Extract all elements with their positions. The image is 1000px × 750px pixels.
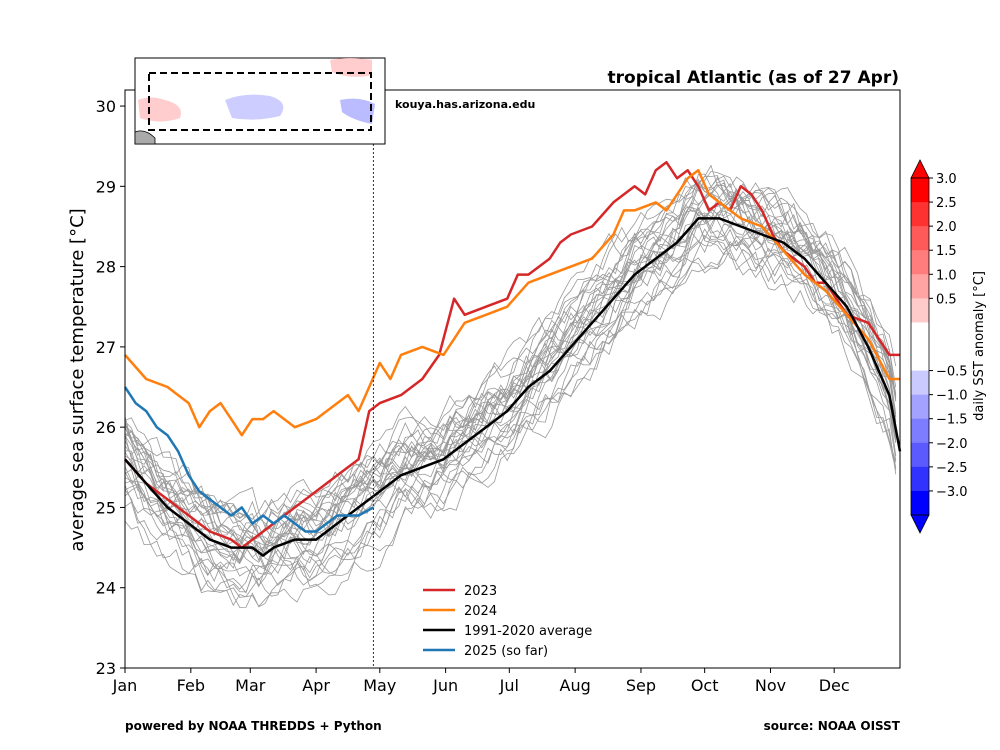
colorbar-segment xyxy=(911,250,929,275)
y-tick-label: 24 xyxy=(96,579,116,598)
y-axis-label: average sea surface temperature [°C] xyxy=(67,208,88,551)
colorbar-tick-label: −2.5 xyxy=(936,461,968,476)
footer-credit: powered by NOAA THREDDS + Python xyxy=(125,719,382,733)
x-tick-label: Feb xyxy=(177,676,205,695)
x-tick-label: Aug xyxy=(560,676,591,695)
colorbar-segment xyxy=(911,346,929,372)
colorbar-tick-label: 1.0 xyxy=(936,268,957,283)
colorbar-segment xyxy=(911,298,929,323)
x-tick-label: Oct xyxy=(691,676,719,695)
colorbar-tick-label: −0.5 xyxy=(936,365,968,380)
historical-year-line xyxy=(124,251,897,608)
series-line-2025-so-far- xyxy=(123,386,375,533)
series-line-2024 xyxy=(124,169,900,437)
y-tick-label: 29 xyxy=(96,177,116,196)
colorbar-extend-bottom xyxy=(910,514,930,534)
cool-anomaly-patch xyxy=(225,94,284,120)
historical-years-lines xyxy=(124,164,897,608)
historical-year-line xyxy=(124,176,897,523)
x-tick-label: Jan xyxy=(112,676,138,695)
watermark: kouya.has.arizona.edu xyxy=(395,98,535,111)
colorbar-label: daily SST anomaly [°C] xyxy=(972,271,987,421)
historical-year-line xyxy=(124,175,897,535)
colorbar-segment xyxy=(911,442,929,468)
cool-anomaly-patch xyxy=(340,98,375,124)
chart-title: tropical Atlantic (as of 27 Apr) xyxy=(608,68,899,88)
colorbar-segment xyxy=(911,370,929,396)
colorbar-tick-label: −3.0 xyxy=(936,485,968,500)
x-axis: Jan Feb Mar Apr May Jun Jul Aug Sep Oct Nov Dec xyxy=(112,668,850,695)
region-box xyxy=(148,72,372,131)
colorbar-tick-label: −2.0 xyxy=(936,437,968,452)
colorbar-frame xyxy=(910,177,930,516)
colorbar-tick-label: 2.0 xyxy=(936,220,957,235)
y-tick-label: 30 xyxy=(96,97,116,116)
legend-label: 1991-2020 average xyxy=(464,624,592,639)
historical-year-line xyxy=(124,239,897,608)
legend-label: 2025 (so far) xyxy=(464,644,548,659)
x-tick-label: Apr xyxy=(302,676,330,695)
legend-label: 2024 xyxy=(464,604,497,619)
historical-year-line xyxy=(124,211,897,563)
colorbar-tick-label: 1.5 xyxy=(936,244,957,259)
colorbar-segment xyxy=(911,466,929,492)
colorbar-segment xyxy=(911,418,929,444)
colorbar-tick-label: 0.5 xyxy=(936,292,957,307)
historical-year-line xyxy=(124,171,897,536)
x-tick-label: Mar xyxy=(235,676,266,695)
historical-year-line xyxy=(124,164,897,524)
legend: 2023 2024 1991-2020 average 2025 (so far) xyxy=(423,584,592,659)
y-tick-label: 23 xyxy=(96,659,116,678)
x-tick-label: Dec xyxy=(819,676,850,695)
colorbar-tick-label: 3.0 xyxy=(936,172,957,187)
y-tick-label: 28 xyxy=(96,258,116,277)
colorbar-tick-label: 2.5 xyxy=(936,196,957,211)
y-tick-label: 27 xyxy=(96,338,116,357)
colorbar-extend-top xyxy=(910,159,930,179)
colorbar-tick-label: −1.5 xyxy=(936,413,968,428)
colorbar: 3.0 2.5 2.0 1.5 1.0 0.5 −0.5 −1.0 −1.5 −2.0 −2.5 −3… xyxy=(910,159,968,534)
footer-source: source: NOAA OISST xyxy=(764,719,901,733)
y-tick-label: 25 xyxy=(96,498,116,517)
colorbar-segment xyxy=(911,322,929,347)
highlighted-series-lines xyxy=(123,160,902,557)
x-tick-label: Sep xyxy=(626,676,656,695)
historical-year-line xyxy=(124,220,897,554)
historical-year-line xyxy=(124,213,897,541)
land-patch xyxy=(134,130,156,145)
x-tick-label: May xyxy=(363,676,396,695)
colorbar-segment xyxy=(911,178,929,203)
historical-year-line xyxy=(124,234,897,587)
historical-year-line xyxy=(124,232,897,593)
y-tick-label: 26 xyxy=(96,418,116,437)
colorbar-segment xyxy=(911,226,929,251)
y-axis: 23 24 25 26 27 28 29 30 xyxy=(96,97,125,678)
colorbar-tick-label: −1.0 xyxy=(936,389,968,404)
warm-anomaly-patch xyxy=(138,97,181,122)
x-tick-label: Nov xyxy=(755,676,786,695)
colorbar-segment xyxy=(911,394,929,420)
legend-label: 2023 xyxy=(464,584,497,599)
colorbar-segment xyxy=(911,202,929,227)
x-tick-label: Jun xyxy=(432,676,458,695)
series-line-1991-2020-average xyxy=(124,217,902,557)
plot-frame xyxy=(124,89,901,669)
colorbar-segment xyxy=(911,274,929,299)
colorbar-segment xyxy=(911,490,929,516)
inset-map xyxy=(134,57,386,145)
x-tick-label: Jul xyxy=(499,676,519,695)
